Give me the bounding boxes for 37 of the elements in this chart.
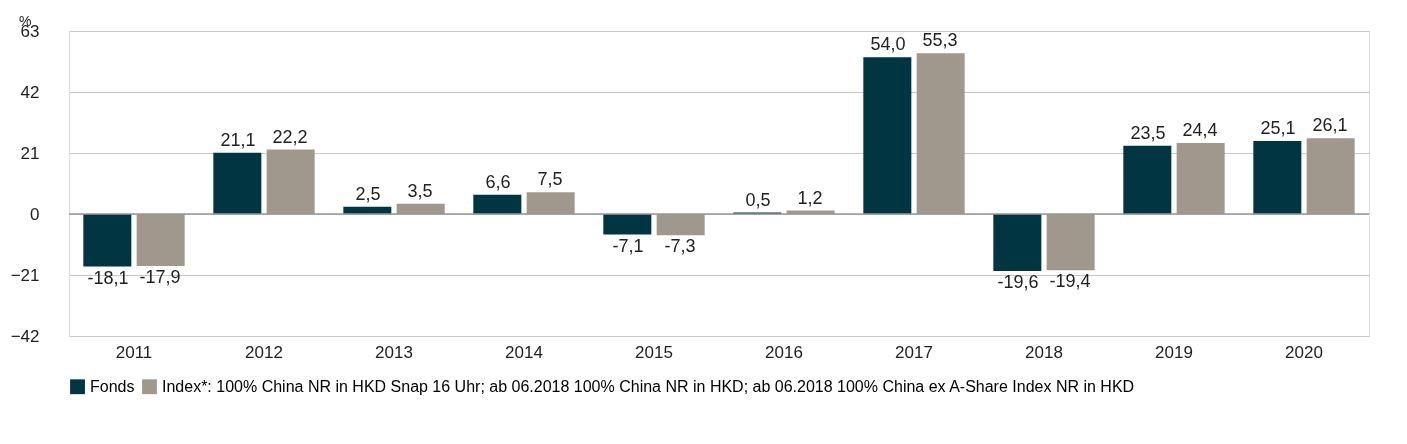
data-label: 55,3 [922, 30, 958, 51]
x-tick-label: 2013 [375, 342, 413, 362]
x-tick-label: 2017 [895, 342, 933, 362]
data-label: 0,5 [745, 189, 771, 210]
data-label: 23,5 [1130, 122, 1166, 143]
data-label: 7,5 [537, 169, 563, 190]
data-label: -19,6 [997, 271, 1039, 292]
x-tick-label: 2014 [505, 342, 543, 362]
legend-label: Fonds [90, 377, 135, 395]
data-label: -19,4 [1049, 271, 1091, 292]
y-tick-label: −42 [10, 326, 40, 346]
y-tick-label: 42 [20, 82, 40, 102]
data-label: 26,1 [1312, 115, 1348, 136]
x-tick-label: 2020 [1285, 342, 1323, 362]
data-label: 54,0 [870, 34, 906, 55]
x-tick-label: 2012 [245, 342, 283, 362]
data-label: -7,3 [664, 236, 696, 257]
data-label: -7,1 [612, 235, 644, 256]
x-tick-label: 2016 [765, 342, 803, 362]
y-tick-label: 0 [30, 204, 40, 224]
x-tick-label: 2011 [115, 342, 153, 362]
legend-label: Index*: 100% China NR in HKD Snap 16 Uhr; ab 06.2018 100% China NR in HKD; ab 06.2018 100% China ex A-Share Index NR in HKD [162, 377, 1135, 395]
x-tick-label: 2019 [1155, 342, 1193, 362]
x-tick-label: 2015 [635, 342, 673, 362]
y-tick-label: −21 [10, 265, 40, 285]
data-label: -17,9 [139, 267, 181, 287]
data-label: 24,4 [1182, 120, 1218, 141]
x-tick-label: 2018 [1025, 342, 1063, 362]
data-label: 6,6 [485, 171, 511, 192]
data-label: -18,1 [87, 267, 129, 288]
data-label: 2,5 [355, 183, 381, 204]
data-label: 3,5 [407, 180, 433, 201]
data-label: 22,2 [272, 126, 308, 147]
data-label: 25,1 [1260, 118, 1296, 139]
data-label: 1,2 [797, 187, 823, 208]
data-label: 21,1 [220, 129, 256, 150]
y-tick-label: 21 [20, 143, 40, 163]
